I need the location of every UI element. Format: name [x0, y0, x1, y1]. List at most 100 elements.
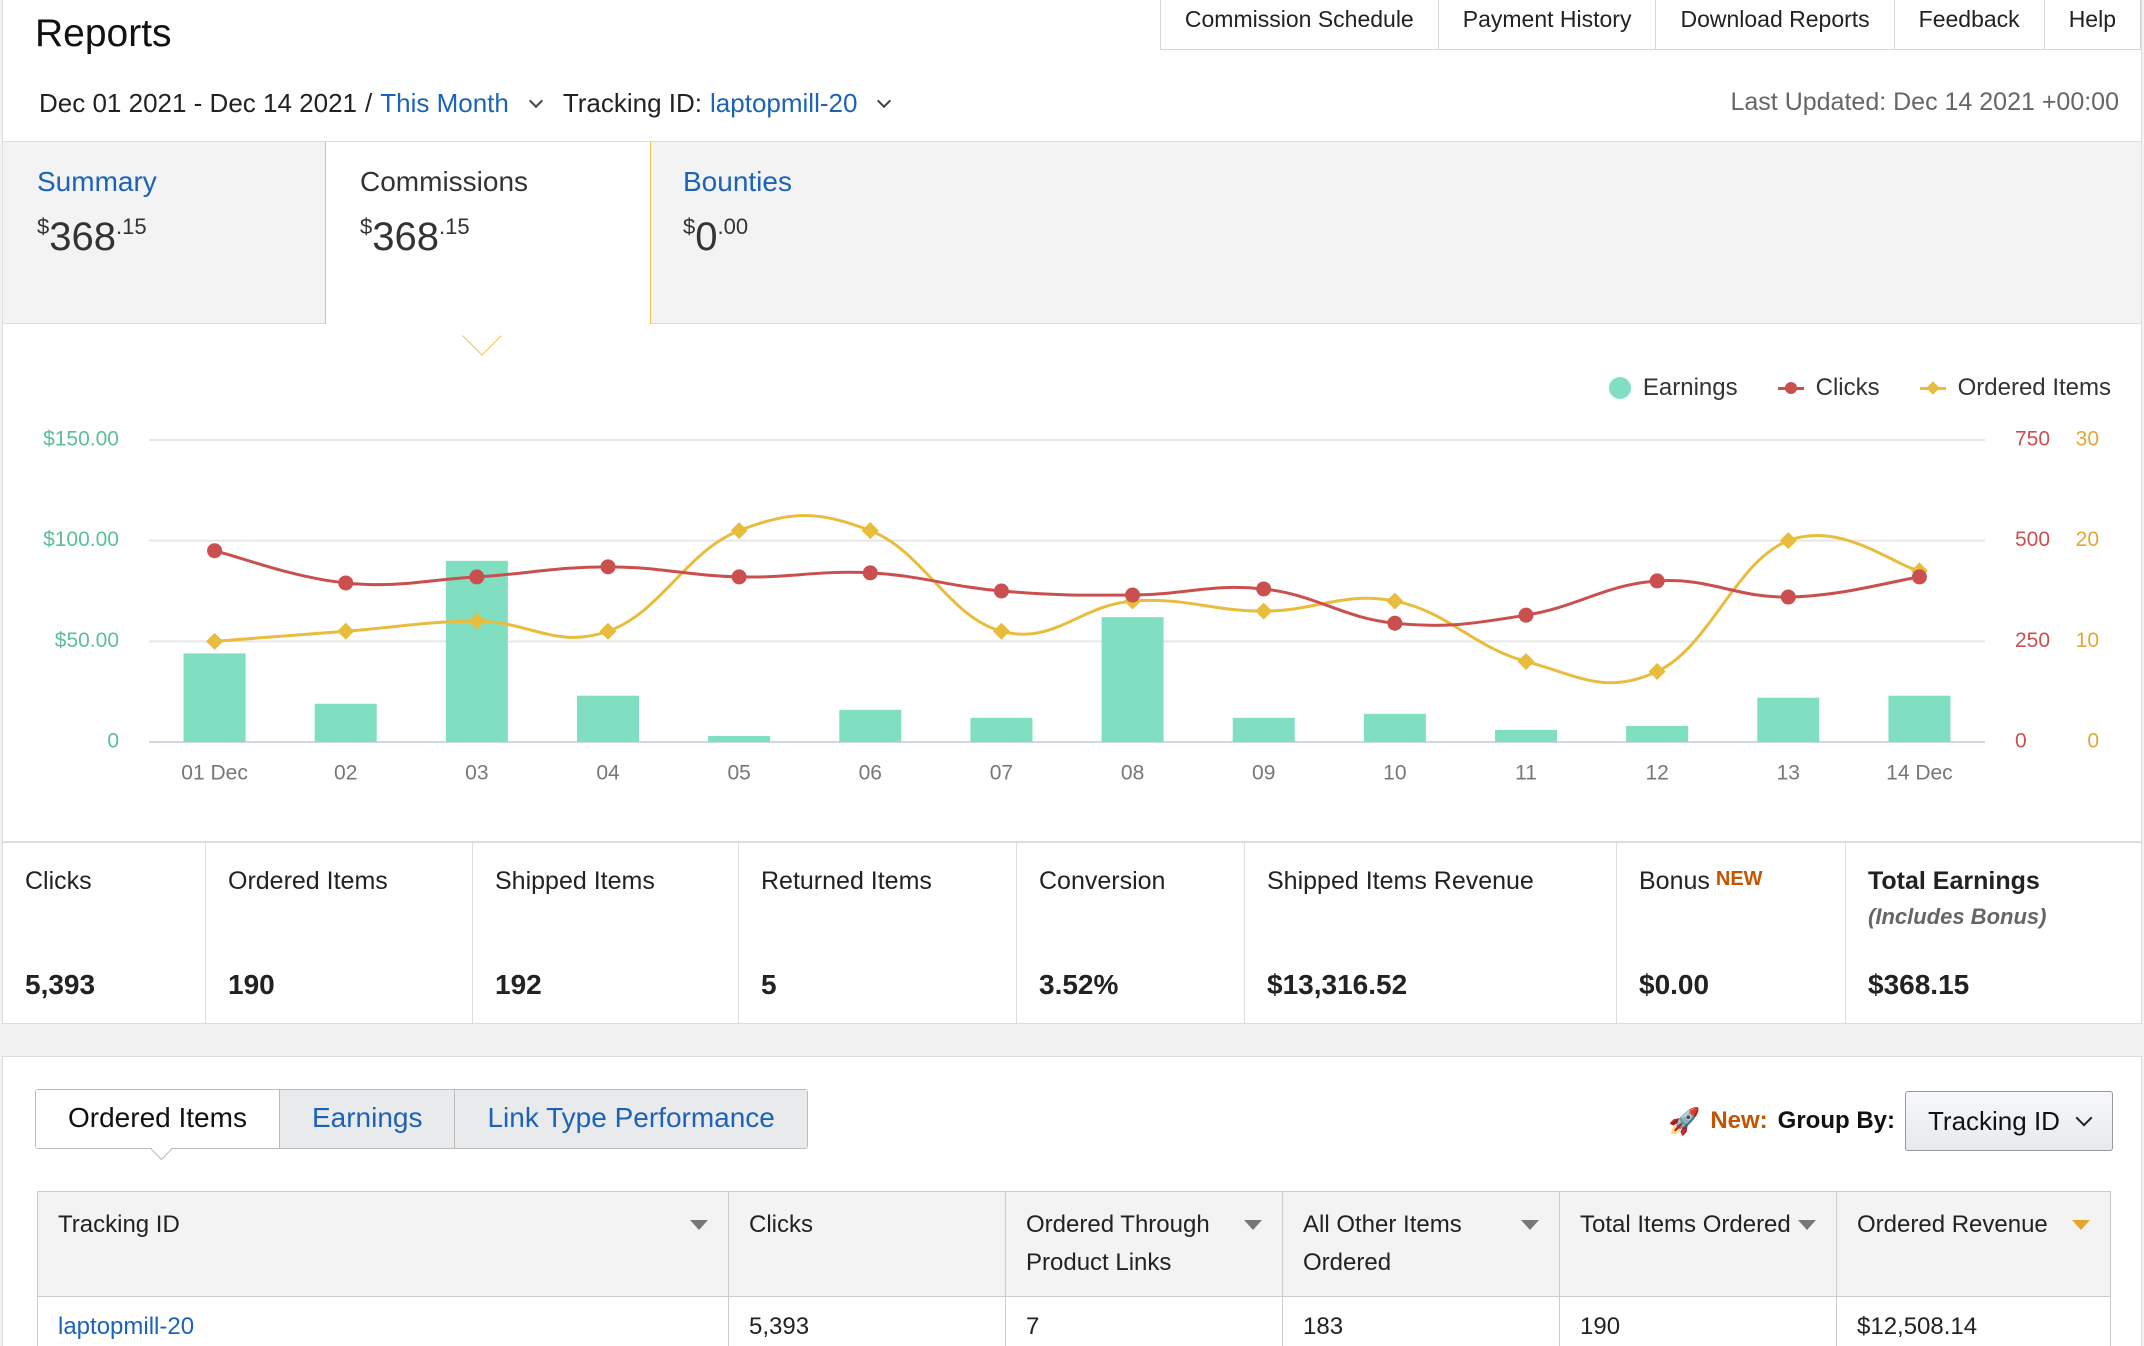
chart-panel: Earnings Clicks Ordered Items $150.00 750…	[2, 324, 2142, 842]
clicks-point	[731, 569, 747, 585]
table-cell: 183	[1282, 1296, 1560, 1346]
tracking-id-dropdown[interactable]: laptopmill-20	[710, 88, 858, 118]
report-header: Reports Commission Schedule Payment Hist…	[2, 0, 2142, 142]
tab-summary-amount: $368.15	[37, 214, 147, 259]
col-ordered-revenue[interactable]: Ordered Revenue	[1836, 1191, 2111, 1297]
metric-conversion: Conversion 3.52%	[1017, 843, 1245, 1023]
earnings-bar	[1495, 729, 1557, 742]
metric-clicks: Clicks 5,393	[3, 843, 206, 1023]
sort-icon[interactable]	[690, 1220, 708, 1230]
rocket-icon: 🚀	[1667, 1105, 1701, 1136]
tab-earnings[interactable]: Earnings	[278, 1090, 455, 1148]
legend-earnings[interactable]: Earnings	[1608, 374, 1738, 402]
clicks-line	[214, 549, 1920, 627]
y-items-tick-label: 30	[2076, 428, 2099, 451]
y-items-tick-label: 0	[2087, 730, 2099, 753]
clicks-point	[993, 583, 1009, 599]
new-badge: NEW	[1715, 868, 1763, 890]
sort-icon[interactable]	[1798, 1220, 1816, 1230]
y-left-tick-label: $50.00	[55, 629, 119, 652]
table-cell: 5,393	[728, 1296, 1006, 1346]
chevron-down-icon[interactable]	[877, 93, 892, 108]
ordered-items-point	[1255, 602, 1273, 620]
x-tick-label: 13	[1777, 762, 1800, 785]
ordered-items-point	[599, 622, 617, 640]
ordered-items-point	[1779, 532, 1797, 550]
tab-summary[interactable]: Summary $368.15	[3, 142, 325, 324]
col-tracking-id[interactable]: Tracking ID	[37, 1191, 729, 1297]
tab-link-type-performance[interactable]: Link Type Performance	[454, 1090, 807, 1148]
earnings-bar	[1101, 617, 1164, 742]
clicks-point	[1649, 573, 1665, 589]
earnings-bar	[1757, 697, 1820, 742]
clicks-point	[862, 565, 878, 581]
earnings-bar	[314, 703, 377, 742]
y-clicks-tick-label: 250	[2015, 629, 2050, 652]
metric-shipped-items: Shipped Items 192	[473, 843, 739, 1023]
last-updated: Last Updated: Dec 14 2021 +00:00	[1730, 88, 2120, 116]
tab-bounties[interactable]: Bounties $0.00	[649, 142, 979, 324]
x-tick-label: 11	[1515, 762, 1537, 785]
chevron-down-icon[interactable]	[528, 93, 543, 108]
tab-commissions-amount: $368.15	[360, 214, 470, 259]
x-tick-label: 09	[1252, 762, 1275, 785]
x-tick-label: 05	[727, 762, 750, 785]
clicks-point	[600, 559, 616, 575]
date-filter-row: Dec 01 2021 - Dec 14 2021 / This Month T…	[39, 88, 903, 119]
col-ordered-through-links[interactable]: Ordered Through Product Links	[1005, 1191, 1283, 1297]
ordered-items-point	[730, 522, 748, 540]
y-items-tick-label: 20	[2076, 528, 2099, 551]
ordered-items-point	[468, 612, 486, 630]
clicks-point	[338, 575, 354, 591]
group-by-label: Group By:	[1777, 1107, 1895, 1134]
summary-tabs: Summary $368.15 Commissions $368.15 Boun…	[2, 142, 2142, 332]
earnings-bar	[970, 717, 1033, 742]
sort-active-icon[interactable]	[2072, 1220, 2090, 1230]
tab-commissions[interactable]: Commissions $368.15	[325, 142, 651, 332]
earnings-bar	[445, 560, 508, 742]
feedback-link[interactable]: Feedback	[1893, 0, 2044, 50]
col-all-other-items[interactable]: All Other Items Ordered	[1282, 1191, 1560, 1297]
report-table-panel: Ordered Items Earnings Link Type Perform…	[2, 1056, 2142, 1346]
x-tick-label: 08	[1121, 762, 1144, 785]
x-tick-label: 10	[1383, 762, 1406, 785]
x-tick-label: 01 Dec	[181, 762, 248, 785]
clicks-swatch	[1777, 381, 1804, 395]
clicks-point	[1911, 569, 1927, 585]
legend-clicks[interactable]: Clicks	[1777, 374, 1880, 402]
sort-icon[interactable]	[1244, 1220, 1262, 1230]
y-clicks-tick-label: 500	[2015, 528, 2050, 551]
earnings-bar	[183, 653, 246, 742]
date-separator: /	[365, 88, 373, 118]
x-tick-label: 07	[990, 762, 1013, 785]
date-preset-dropdown[interactable]: This Month	[380, 88, 509, 118]
clicks-point	[469, 569, 485, 585]
help-link[interactable]: Help	[2043, 0, 2140, 50]
col-total-items[interactable]: Total Items Ordered	[1559, 1191, 1837, 1297]
top-links: Commission Schedule Payment History Down…	[1159, 0, 2141, 50]
download-reports-link[interactable]: Download Reports	[1655, 0, 1893, 50]
y-left-tick-label: $150.00	[43, 428, 119, 451]
table-cell: $12,508.14	[1836, 1296, 2111, 1346]
sort-icon[interactable]	[1521, 1220, 1539, 1230]
x-tick-label: 14 Dec	[1886, 762, 1953, 785]
y-clicks-tick-label: 750	[2015, 428, 2050, 451]
commission-schedule-link[interactable]: Commission Schedule	[1184, 6, 1414, 32]
group-by-select[interactable]: Tracking ID	[1905, 1091, 2113, 1151]
y-clicks-tick-label: 0	[2015, 730, 2027, 753]
earnings-bar	[1232, 717, 1295, 742]
new-label: New:	[1710, 1107, 1768, 1134]
metric-returned-items: Returned Items 5	[739, 843, 1017, 1023]
tab-ordered-items[interactable]: Ordered Items	[36, 1090, 279, 1148]
clicks-point	[1387, 615, 1403, 631]
earnings-swatch	[1608, 377, 1631, 399]
tracking-id-cell-link[interactable]: laptopmill-20	[37, 1296, 729, 1346]
payment-history-link[interactable]: Payment History	[1437, 0, 1656, 50]
tab-commissions-label: Commissions	[360, 166, 529, 197]
ordered-items-point	[1648, 663, 1666, 681]
clicks-point	[1256, 581, 1272, 597]
tab-bounties-label: Bounties	[683, 166, 792, 197]
legend-ordered-items[interactable]: Ordered Items	[1919, 374, 2111, 402]
col-clicks[interactable]: Clicks	[728, 1191, 1006, 1297]
